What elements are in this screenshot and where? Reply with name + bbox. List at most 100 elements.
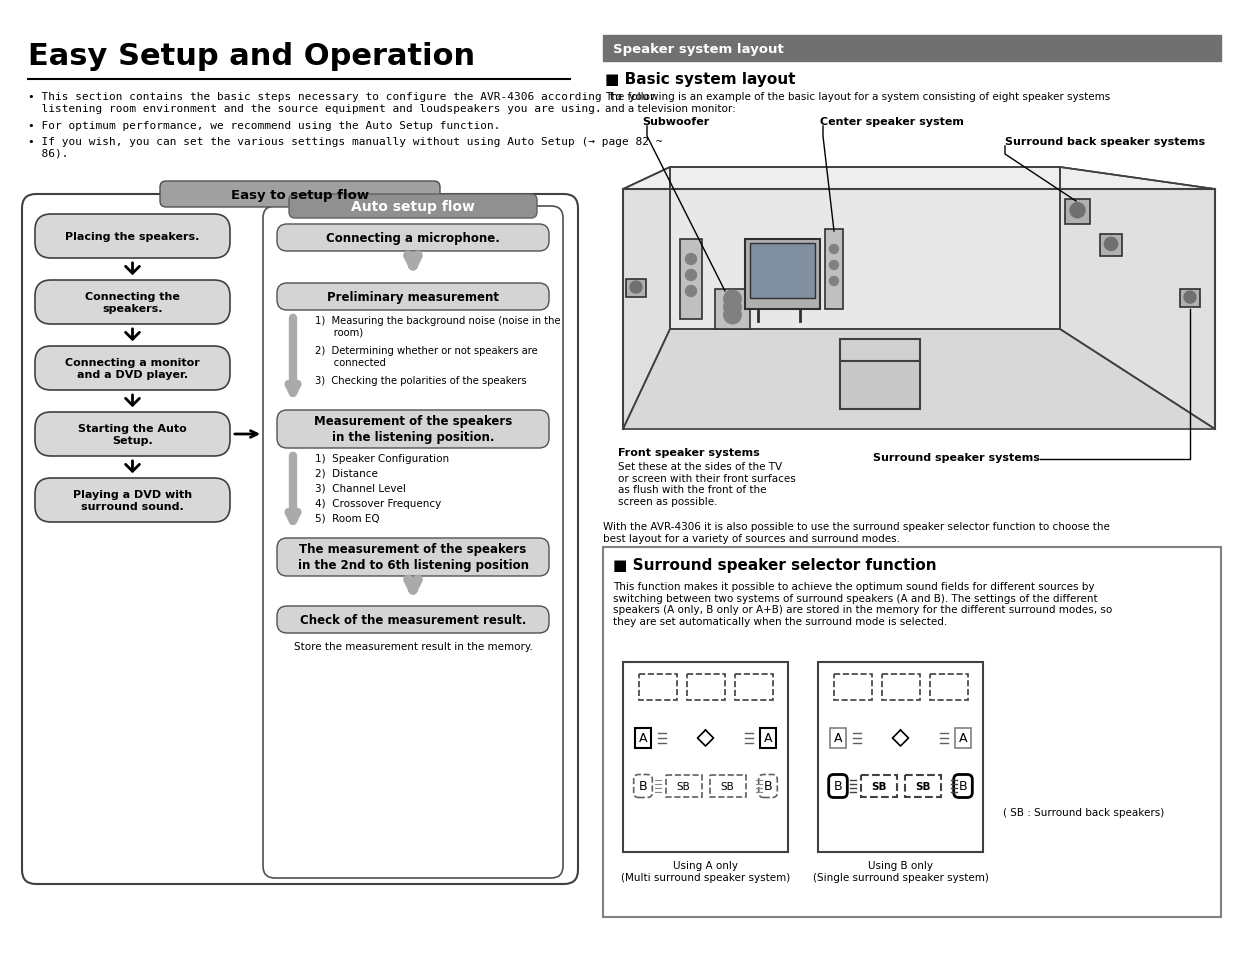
Polygon shape <box>623 168 670 430</box>
Text: The measurement of the speakers: The measurement of the speakers <box>299 543 527 556</box>
Bar <box>626 280 646 297</box>
Circle shape <box>630 282 642 294</box>
Text: • This section contains the basic steps necessary to configure the AVR-4306 acco: • This section contains the basic steps … <box>28 91 656 113</box>
Bar <box>666 775 701 797</box>
Bar <box>1180 290 1200 308</box>
Text: Surround back speaker systems: Surround back speaker systems <box>1004 137 1205 147</box>
Bar <box>602 547 1221 917</box>
Polygon shape <box>1060 168 1215 430</box>
Text: B: B <box>959 780 967 793</box>
Text: ■ Surround speaker selector function: ■ Surround speaker selector function <box>614 558 936 573</box>
Text: The following is an example of the basic layout for a system consisting of eight: The following is an example of the basic… <box>605 91 1111 113</box>
Text: This function makes it possible to achieve the optimum sound fields for differen: This function makes it possible to achie… <box>614 581 1112 626</box>
Text: in the 2nd to 6th listening position: in the 2nd to 6th listening position <box>298 558 528 572</box>
Text: Front speaker systems: Front speaker systems <box>618 448 760 457</box>
Text: SB: SB <box>871 781 886 791</box>
Text: 3)  Checking the polarities of the speakers: 3) Checking the polarities of the speake… <box>315 375 527 386</box>
Text: 3)  Channel Level: 3) Channel Level <box>315 483 406 494</box>
FancyBboxPatch shape <box>35 347 230 391</box>
Circle shape <box>685 286 696 297</box>
Bar <box>882 675 919 700</box>
Circle shape <box>724 299 741 316</box>
Bar <box>623 662 788 852</box>
Text: Speaker system layout: Speaker system layout <box>614 43 784 55</box>
Bar <box>687 675 725 700</box>
Bar <box>904 775 940 797</box>
FancyBboxPatch shape <box>277 284 549 311</box>
FancyBboxPatch shape <box>289 194 537 219</box>
Text: Using A only
(Multi surround speaker system): Using A only (Multi surround speaker sys… <box>621 861 790 882</box>
Text: Check of the measurement result.: Check of the measurement result. <box>299 614 526 626</box>
Text: With the AVR-4306 it is also possible to use the surround speaker selector funct: With the AVR-4306 it is also possible to… <box>602 521 1110 543</box>
Bar <box>715 290 750 330</box>
Text: Surround speaker systems: Surround speaker systems <box>873 453 1040 462</box>
Text: 5)  Room EQ: 5) Room EQ <box>315 514 380 523</box>
Bar <box>825 230 842 310</box>
Text: A: A <box>763 732 772 744</box>
Text: 1)  Measuring the background noise (noise in the
      room): 1) Measuring the background noise (noise… <box>315 315 560 337</box>
Text: Preliminary measurement: Preliminary measurement <box>327 291 499 304</box>
Bar <box>735 675 772 700</box>
Text: Set these at the sides of the TV
or screen with their front surfaces
as flush wi: Set these at the sides of the TV or scre… <box>618 461 795 506</box>
Text: B: B <box>638 780 647 793</box>
Bar <box>750 244 815 298</box>
Text: Starting the Auto
Setup.: Starting the Auto Setup. <box>78 424 187 445</box>
Text: SB: SB <box>721 781 735 791</box>
Text: B: B <box>763 780 772 793</box>
Polygon shape <box>670 168 1060 330</box>
Bar <box>818 662 983 852</box>
Polygon shape <box>623 168 1215 190</box>
Text: Measurement of the speakers: Measurement of the speakers <box>314 416 512 428</box>
Bar <box>710 775 746 797</box>
FancyBboxPatch shape <box>35 478 230 522</box>
Text: A: A <box>959 732 967 744</box>
Text: Connecting a monitor
and a DVD player.: Connecting a monitor and a DVD player. <box>66 357 200 379</box>
Text: ■ Basic system layout: ■ Basic system layout <box>605 71 795 87</box>
FancyBboxPatch shape <box>35 413 230 456</box>
Text: in the listening position.: in the listening position. <box>332 431 495 444</box>
Circle shape <box>1105 238 1117 252</box>
Bar <box>840 359 920 410</box>
Text: Using B only
(Single surround speaker system): Using B only (Single surround speaker sy… <box>813 861 988 882</box>
Text: Playing a DVD with
surround sound.: Playing a DVD with surround sound. <box>73 490 192 511</box>
Circle shape <box>724 291 741 309</box>
Bar <box>1065 200 1090 225</box>
Text: 1)  Speaker Configuration: 1) Speaker Configuration <box>315 454 449 463</box>
Circle shape <box>830 245 839 254</box>
Text: Auto setup flow: Auto setup flow <box>351 200 475 213</box>
Text: Store the measurement result in the memory.: Store the measurement result in the memo… <box>293 641 532 651</box>
FancyBboxPatch shape <box>277 411 549 449</box>
Text: A: A <box>638 732 647 744</box>
FancyBboxPatch shape <box>22 194 578 884</box>
Text: • If you wish, you can set the various settings manually without using Auto Setu: • If you wish, you can set the various s… <box>28 137 663 158</box>
FancyBboxPatch shape <box>277 606 549 634</box>
Text: 4)  Crossover Frequency: 4) Crossover Frequency <box>315 498 442 509</box>
Bar <box>929 675 967 700</box>
Bar <box>1100 234 1122 256</box>
Text: SB: SB <box>914 781 930 791</box>
Bar <box>638 675 677 700</box>
Circle shape <box>724 307 741 324</box>
Text: • For optimum performance, we recommend using the Auto Setup function.: • For optimum performance, we recommend … <box>28 121 501 131</box>
Text: SB: SB <box>677 781 690 791</box>
Polygon shape <box>893 730 908 746</box>
Text: 2)  Determining whether or not speakers are
      connected: 2) Determining whether or not speakers a… <box>315 346 538 367</box>
FancyBboxPatch shape <box>160 182 440 208</box>
Circle shape <box>830 261 839 271</box>
Text: ( SB : Surround back speakers): ( SB : Surround back speakers) <box>1003 807 1164 817</box>
Bar <box>834 675 872 700</box>
Text: Subwoofer: Subwoofer <box>642 117 709 127</box>
Bar <box>840 339 920 361</box>
FancyBboxPatch shape <box>277 538 549 577</box>
Text: Connecting the
speakers.: Connecting the speakers. <box>85 292 179 314</box>
FancyBboxPatch shape <box>35 214 230 258</box>
Polygon shape <box>698 730 714 746</box>
FancyBboxPatch shape <box>35 281 230 325</box>
Text: Easy to setup flow: Easy to setup flow <box>231 189 369 201</box>
Circle shape <box>1184 292 1196 304</box>
Text: B: B <box>834 780 842 793</box>
Text: Placing the speakers.: Placing the speakers. <box>66 232 199 242</box>
FancyBboxPatch shape <box>277 225 549 252</box>
Text: Easy Setup and Operation: Easy Setup and Operation <box>28 42 475 71</box>
Bar <box>680 240 703 319</box>
